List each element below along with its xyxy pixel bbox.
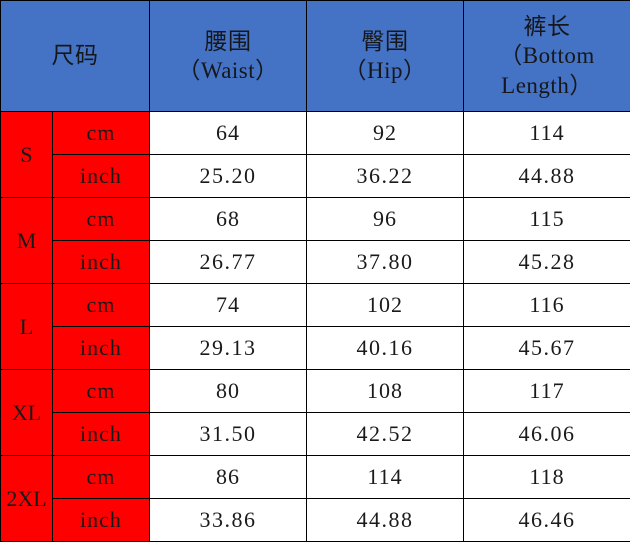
size-label-xl: XL	[1, 370, 53, 456]
unit-label-inch: inch	[53, 499, 150, 542]
value-waist-xl-cm: 80	[150, 370, 307, 413]
table-row: S cm 64 92 114	[1, 112, 630, 155]
header-hip-cn: 臀围	[311, 27, 459, 56]
header-hip-en: （Hip）	[311, 56, 459, 85]
header-size-cn: 尺码	[5, 41, 145, 70]
unit-label-cm: cm	[53, 112, 150, 155]
table-row: inch 33.86 44.88 46.46	[1, 499, 630, 542]
size-label-m: M	[1, 198, 53, 284]
size-label-l: L	[1, 284, 53, 370]
table-row: 2XL cm 86 114 118	[1, 456, 630, 499]
unit-label-inch: inch	[53, 327, 150, 370]
value-waist-l-cm: 74	[150, 284, 307, 327]
table-row: XL cm 80 108 117	[1, 370, 630, 413]
value-hip-l-inch: 40.16	[307, 327, 464, 370]
unit-label-inch: inch	[53, 413, 150, 456]
value-length-l-inch: 45.67	[464, 327, 630, 370]
table-row: L cm 74 102 116	[1, 284, 630, 327]
value-length-s-cm: 114	[464, 112, 630, 155]
header-length-en-line1: （Bottom	[468, 41, 626, 70]
header-cell-size: 尺码	[1, 1, 150, 112]
value-length-m-cm: 115	[464, 198, 630, 241]
value-waist-m-cm: 68	[150, 198, 307, 241]
header-cell-hip: 臀围 （Hip）	[307, 1, 464, 112]
table-row: M cm 68 96 115	[1, 198, 630, 241]
value-length-xl-cm: 117	[464, 370, 630, 413]
table-row: inch 29.13 40.16 45.67	[1, 327, 630, 370]
header-length-en-line2: Length）	[468, 71, 626, 100]
value-hip-2xl-inch: 44.88	[307, 499, 464, 542]
value-waist-xl-inch: 31.50	[150, 413, 307, 456]
value-hip-xl-inch: 42.52	[307, 413, 464, 456]
value-waist-s-inch: 25.20	[150, 155, 307, 198]
unit-label-cm: cm	[53, 284, 150, 327]
unit-label-cm: cm	[53, 198, 150, 241]
value-length-m-inch: 45.28	[464, 241, 630, 284]
header-waist-cn: 腰围	[154, 27, 302, 56]
value-waist-2xl-inch: 33.86	[150, 499, 307, 542]
value-hip-2xl-cm: 114	[307, 456, 464, 499]
value-waist-l-inch: 29.13	[150, 327, 307, 370]
value-hip-m-inch: 37.80	[307, 241, 464, 284]
value-length-2xl-inch: 46.46	[464, 499, 630, 542]
table-row: inch 25.20 36.22 44.88	[1, 155, 630, 198]
value-length-2xl-cm: 118	[464, 456, 630, 499]
value-waist-s-cm: 64	[150, 112, 307, 155]
value-hip-s-cm: 92	[307, 112, 464, 155]
value-hip-m-cm: 96	[307, 198, 464, 241]
value-waist-m-inch: 26.77	[150, 241, 307, 284]
value-length-l-cm: 116	[464, 284, 630, 327]
value-hip-xl-cm: 108	[307, 370, 464, 413]
unit-label-cm: cm	[53, 370, 150, 413]
size-label-2xl: 2XL	[1, 456, 53, 542]
table-row: inch 26.77 37.80 45.28	[1, 241, 630, 284]
header-length-cn: 裤长	[468, 12, 626, 41]
size-label-s: S	[1, 112, 53, 198]
header-waist-en: （Waist）	[154, 56, 302, 85]
value-length-xl-inch: 46.06	[464, 413, 630, 456]
value-hip-s-inch: 36.22	[307, 155, 464, 198]
header-cell-waist: 腰围 （Waist）	[150, 1, 307, 112]
value-hip-l-cm: 102	[307, 284, 464, 327]
table-header-row: 尺码 腰围 （Waist） 臀围 （Hip）	[1, 1, 630, 112]
value-waist-2xl-cm: 86	[150, 456, 307, 499]
value-length-s-inch: 44.88	[464, 155, 630, 198]
unit-label-cm: cm	[53, 456, 150, 499]
unit-label-inch: inch	[53, 241, 150, 284]
table-row: inch 31.50 42.52 46.06	[1, 413, 630, 456]
header-cell-bottom-length: 裤长 （Bottom Length）	[464, 1, 630, 112]
unit-label-inch: inch	[53, 155, 150, 198]
